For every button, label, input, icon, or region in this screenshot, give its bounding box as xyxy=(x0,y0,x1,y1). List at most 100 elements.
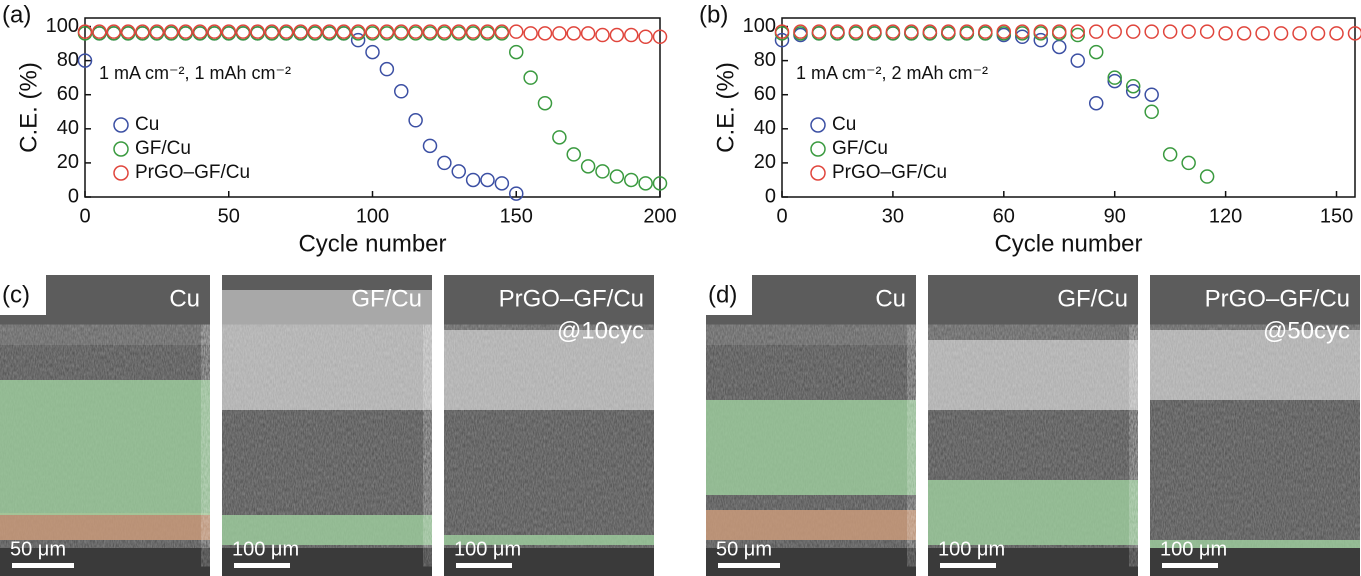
data-point xyxy=(1273,26,1289,41)
data-point xyxy=(1107,24,1122,39)
scale-text: 100 μm xyxy=(232,538,299,560)
scale-text: 100 μm xyxy=(938,538,1005,560)
data-point xyxy=(774,32,790,48)
data-point xyxy=(422,24,438,39)
data-point xyxy=(580,159,596,174)
x-tick-label: 90 xyxy=(1104,205,1126,227)
lithium-layer xyxy=(1150,540,1360,550)
y-tick-label: 100 xyxy=(743,15,776,37)
data-point xyxy=(350,24,366,39)
data-point xyxy=(523,26,538,41)
data-point xyxy=(848,24,864,39)
legend-label: GF/Cu xyxy=(832,138,888,159)
data-point xyxy=(652,176,668,191)
data-point xyxy=(480,172,495,188)
data-point xyxy=(1218,26,1233,41)
data-point xyxy=(106,24,121,39)
data-point xyxy=(1329,26,1344,41)
scale-bar xyxy=(940,563,996,568)
data-point xyxy=(394,84,409,99)
data-point xyxy=(408,113,423,128)
data-point xyxy=(494,24,510,39)
data-point xyxy=(638,29,653,45)
x-tick-label: 150 xyxy=(500,205,533,227)
data-point xyxy=(1125,84,1141,99)
data-point xyxy=(365,44,380,60)
data-point xyxy=(250,24,265,39)
data-point xyxy=(235,24,251,39)
data-point xyxy=(307,24,323,39)
data-point xyxy=(394,24,409,39)
data-point xyxy=(566,147,581,162)
sem-grain xyxy=(444,345,654,546)
x-axis-label: Cycle number xyxy=(298,230,446,257)
copper-layer xyxy=(706,510,916,540)
sem-substrate xyxy=(444,548,654,576)
lithium-layer xyxy=(928,480,1138,545)
data-point xyxy=(978,24,993,39)
data-point xyxy=(566,26,581,41)
legend-marker xyxy=(810,165,826,181)
data-point xyxy=(178,24,193,39)
x-tick-label: 30 xyxy=(882,205,904,227)
copper-layer xyxy=(0,513,210,540)
data-point xyxy=(1310,26,1326,41)
data-point xyxy=(293,24,308,39)
data-point xyxy=(1107,73,1122,89)
letter-box xyxy=(706,275,752,315)
y-tick-label: 40 xyxy=(57,117,79,139)
sem-substrate xyxy=(928,548,1138,576)
data-point xyxy=(811,24,827,39)
y-tick-label: 80 xyxy=(754,49,776,71)
image-label: Cu xyxy=(875,285,906,312)
scale-text: 50 μm xyxy=(10,538,66,560)
scale-bar xyxy=(718,563,780,568)
data-point xyxy=(77,53,93,68)
data-point xyxy=(1199,24,1215,39)
data-point xyxy=(322,24,337,39)
sem-top xyxy=(928,275,1138,345)
data-point xyxy=(959,24,975,39)
y-axis-label: C.E. (%) xyxy=(15,62,42,153)
scale-bar xyxy=(12,563,74,568)
data-point xyxy=(149,24,165,39)
data-point xyxy=(379,61,395,77)
data-point xyxy=(77,24,93,39)
data-point xyxy=(494,176,510,191)
image-label: GF/Cu xyxy=(1057,285,1128,312)
data-point xyxy=(1347,26,1361,41)
data-point xyxy=(941,24,956,39)
data-point xyxy=(1181,24,1196,39)
sem-grain xyxy=(222,345,432,546)
scale-text: 100 μm xyxy=(1160,538,1227,560)
y-tick-label: 100 xyxy=(46,15,79,37)
panel-letter: (d) xyxy=(708,281,737,308)
x-tick-label: 0 xyxy=(776,205,787,227)
legend-label: Cu xyxy=(832,114,856,135)
lithium-layer xyxy=(706,400,916,495)
legend-marker xyxy=(113,117,129,133)
data-point xyxy=(207,24,222,39)
annotation: 1 mA cm⁻², 2 mAh cm⁻² xyxy=(796,63,988,83)
data-point xyxy=(537,26,553,41)
data-point xyxy=(1255,26,1270,41)
data-point xyxy=(830,24,845,39)
data-point xyxy=(279,24,294,39)
data-point xyxy=(379,24,395,39)
panel-letter: (b) xyxy=(699,1,728,28)
data-point xyxy=(793,24,808,39)
data-point xyxy=(1162,147,1178,162)
data-point xyxy=(1125,78,1141,94)
data-point xyxy=(408,24,423,39)
data-point xyxy=(437,24,452,39)
lithium-layer xyxy=(444,535,654,545)
legend-marker xyxy=(113,141,129,157)
y-tick-label: 0 xyxy=(68,185,79,207)
data-point xyxy=(609,169,625,184)
scale-text: 50 μm xyxy=(716,538,772,560)
data-point xyxy=(135,24,150,39)
lithium-layer xyxy=(222,515,432,545)
image-sublabel: @10cyc xyxy=(557,317,644,344)
x-tick-label: 0 xyxy=(79,205,90,227)
data-point xyxy=(509,186,524,201)
